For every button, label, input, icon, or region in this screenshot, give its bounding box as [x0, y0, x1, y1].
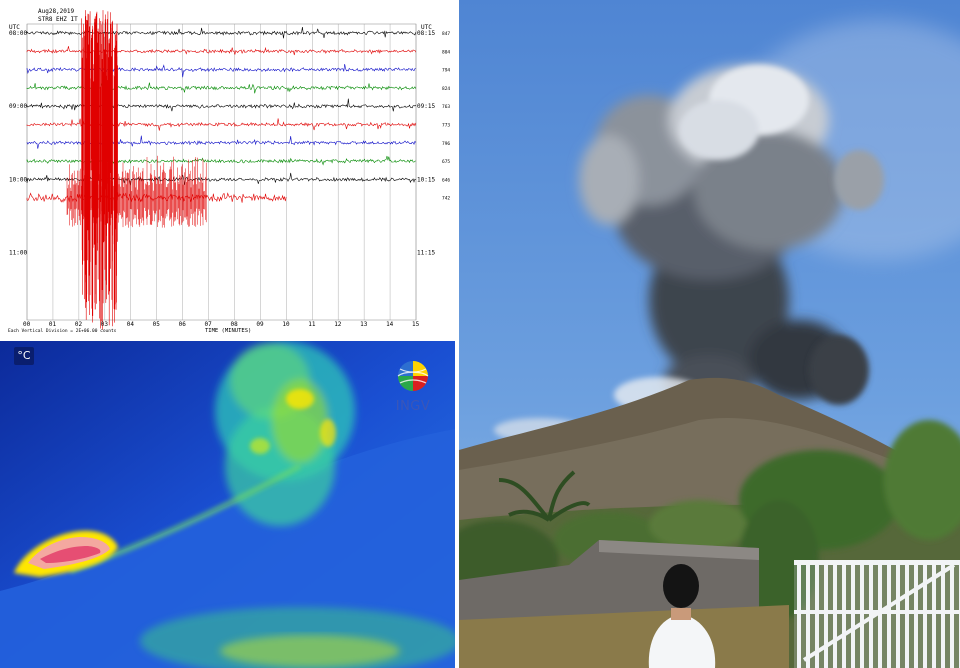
x-tick-label: 12: [334, 321, 342, 328]
seismogram-panel: Aug28,2019 STR8 EHZ IT UTC UTC 08:00 08:1…: [0, 0, 455, 337]
fence-bar: [914, 562, 918, 668]
row-time-left: 08:00: [9, 30, 27, 37]
fence-bar: [833, 562, 837, 668]
row-code: 742: [442, 196, 450, 202]
seismic-trace: [26, 26, 417, 39]
row-code: 773: [442, 123, 450, 129]
x-tick-label: 00: [23, 321, 31, 328]
seismogram-station: STR8 EHZ IT: [38, 16, 78, 23]
row-time-left: 09:00: [9, 103, 27, 110]
utc-label-left: UTC: [9, 24, 20, 31]
x-tick-label: 06: [179, 321, 187, 328]
fence-bar: [932, 562, 936, 668]
fence-bar: [878, 562, 882, 668]
fence-bar: [824, 562, 828, 668]
temperature-unit-badge: °C: [14, 347, 34, 365]
x-tick-label: 15: [412, 321, 420, 328]
seismogram-x-ticks: 00 01 02 03 04 05 06 07 08 09 10 11 12 13 14 15: [23, 321, 420, 328]
fence-bar: [905, 562, 909, 668]
fence-bar: [851, 562, 855, 668]
explosion-coda: [66, 155, 207, 228]
row-code: 646: [442, 177, 450, 183]
palm-tree: [498, 470, 591, 522]
utc-label-right: UTC: [421, 24, 432, 31]
seismogram-chart: Aug28,2019 STR8 EHZ IT UTC UTC 08:00 08:1…: [8, 8, 450, 334]
fence-bar: [869, 562, 873, 668]
row-time-left: 11:00: [9, 250, 27, 257]
thermal-plume: [215, 341, 355, 526]
white-fence: [794, 560, 960, 668]
seismogram-date: Aug28,2019: [38, 8, 75, 15]
explosion-burst: [81, 10, 118, 330]
x-tick-label: 11: [308, 321, 316, 328]
eruption-photo: [459, 0, 960, 668]
eruption-photo-panel: [459, 0, 960, 668]
ingv-globe-icon: [397, 361, 429, 391]
row-code: 804: [442, 49, 450, 55]
x-tick-label: 10: [282, 321, 290, 328]
x-tick-label: 03: [101, 321, 109, 328]
row-code: 824: [442, 86, 450, 92]
row-code: 847: [442, 31, 450, 37]
row-code: 796: [442, 141, 450, 147]
row-time-right: 09:15: [417, 103, 435, 110]
fence-bar: [941, 562, 945, 668]
fence-bar: [950, 562, 954, 668]
fence-bar: [860, 562, 864, 668]
seismogram-row-labels: 08:00 08:15 847 804 794 824 09:00 09:15 763 773 79…: [9, 30, 450, 257]
x-tick-label: 04: [127, 321, 135, 328]
thermal-image-panel: °C INGV: [0, 341, 455, 668]
fence-bar: [815, 562, 819, 668]
fence-bar: [896, 562, 900, 668]
x-tick-label: 14: [386, 321, 394, 328]
seismogram-footnote: Each Vertical Division = 2E+06.00 counts: [8, 328, 117, 334]
seismogram-traces: [26, 10, 417, 330]
row-code: 794: [442, 68, 450, 74]
seismogram-xlabel: TIME (MINUTES): [205, 328, 251, 334]
ingv-logo: INGV: [390, 359, 436, 414]
fence-bar: [806, 562, 810, 668]
ash-plume: [494, 65, 884, 442]
row-code: 763: [442, 104, 450, 110]
ingv-logo-text: INGV: [395, 399, 431, 414]
row-time-left: 10:00: [9, 176, 27, 183]
row-time-right: 08:15: [417, 30, 435, 37]
row-code: 675: [442, 159, 450, 165]
fence-bar: [923, 562, 927, 668]
x-tick-label: 05: [153, 321, 161, 328]
seismic-trace: [26, 172, 416, 186]
row-time-right: 10:15: [417, 176, 435, 183]
row-time-right: 11:15: [417, 250, 435, 257]
x-tick-label: 13: [360, 321, 368, 328]
x-tick-label: 01: [49, 321, 57, 328]
x-tick-label: 08: [230, 321, 238, 328]
x-tick-label: 02: [75, 321, 83, 328]
fence-bar: [842, 562, 846, 668]
fence-bar: [797, 562, 801, 668]
thermal-image: [0, 341, 455, 668]
fence-bar: [887, 562, 891, 668]
person-spectator: [648, 564, 716, 668]
x-tick-label: 09: [256, 321, 264, 328]
thermal-hot-spot: [14, 530, 118, 577]
x-tick-label: 07: [205, 321, 213, 328]
